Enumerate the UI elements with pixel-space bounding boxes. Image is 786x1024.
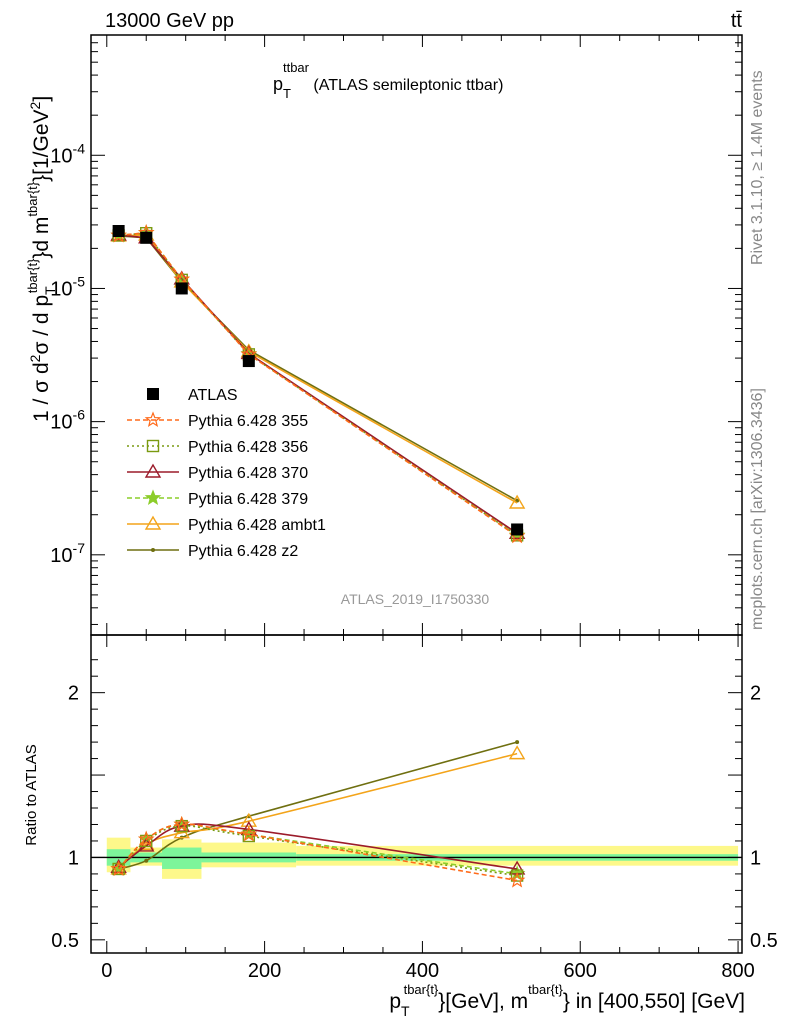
band-inner bbox=[162, 847, 202, 869]
title-sub: T bbox=[283, 86, 291, 101]
ratio-panel: 0 200 400 600 800 0.5 0.5 1 1 2 2 bbox=[51, 634, 778, 982]
ratio-point-p355 bbox=[508, 871, 526, 888]
main-panel: 10-710-610-510-4 bbox=[50, 34, 743, 636]
ratio-point-ambt1 bbox=[508, 745, 526, 760]
header-right: tt̄ bbox=[731, 10, 743, 32]
y-tick-label: 10-4 bbox=[50, 140, 85, 167]
ratio-y-axis-label: Ratio to ATLAS bbox=[23, 744, 40, 845]
ratio-y-tick-label-right: 2 bbox=[750, 683, 761, 705]
ratio-point-z2 bbox=[144, 858, 149, 863]
tick-base: 10 bbox=[50, 145, 72, 167]
ratio-y-tick-label-right: 1 bbox=[750, 847, 761, 869]
legend-label-p370: Pythia 6.428 370 bbox=[188, 465, 308, 482]
legend-label-data: ATLAS bbox=[188, 387, 238, 404]
ratio-line-p356 bbox=[118, 825, 518, 877]
legend-label-p355: Pythia 6.428 355 bbox=[188, 413, 308, 430]
legend-label-ambt1: Pythia 6.428 ambt1 bbox=[188, 517, 326, 534]
ratio-point-p355 bbox=[240, 825, 258, 842]
ratio-y-tick-label: 1 bbox=[68, 847, 79, 869]
ratio-y-tick-label: 0.5 bbox=[51, 930, 79, 952]
y-tick-label: 10-5 bbox=[50, 273, 85, 300]
series-line-p355 bbox=[118, 231, 518, 537]
legend-label-z2: Pythia 6.428 z2 bbox=[188, 543, 298, 560]
y-tick-label: 10-7 bbox=[50, 540, 85, 567]
ratio-point-p356 bbox=[175, 819, 188, 833]
legend-label-p379: Pythia 6.428 379 bbox=[188, 491, 308, 508]
ratio-frame bbox=[90, 634, 743, 954]
tick-base: 10 bbox=[50, 278, 72, 300]
point-data bbox=[511, 523, 524, 536]
title-sup: ttbar bbox=[283, 60, 310, 75]
mcplots-label: mcplots.cern.ch [arXiv:1306.3436] bbox=[749, 388, 766, 630]
x-tick-label: 400 bbox=[406, 960, 439, 982]
watermark: ATLAS_2019_I1750330 bbox=[341, 591, 490, 607]
x-tick-label: 200 bbox=[248, 960, 281, 982]
tick-base: 10 bbox=[50, 545, 72, 567]
ratio-point-p356 bbox=[510, 869, 524, 882]
legend-marker-p370 bbox=[144, 463, 162, 478]
ratio-point-z2 bbox=[515, 740, 520, 745]
point-data bbox=[140, 231, 153, 244]
ratio-line-p370 bbox=[118, 823, 518, 870]
ratio-y-tick-label-right: 0.5 bbox=[750, 930, 778, 952]
point-p355 bbox=[173, 270, 190, 287]
ratio-y-tick-label: 2 bbox=[68, 683, 79, 705]
x-tick-label: 600 bbox=[564, 960, 597, 982]
tick-exponent: -6 bbox=[73, 407, 86, 423]
point-ambt1 bbox=[508, 494, 526, 509]
ratio-line-ambt1 bbox=[118, 752, 518, 870]
legend-marker-ambt1 bbox=[144, 515, 162, 530]
tick-base: 10 bbox=[50, 412, 72, 434]
x-axis-label: pTtbar{t}}[GeV], mtbar{t}} in [400,550] … bbox=[389, 982, 745, 1019]
legend: ATLAS Pythia 6.428 355 Pythia 6.428 356 Pyt… bbox=[127, 387, 326, 560]
ratio-point-p355 bbox=[173, 815, 191, 832]
chart-title: pTttbar (ATLAS semileptonic ttbar) bbox=[273, 60, 503, 101]
ratio-point-p355 bbox=[110, 860, 127, 876]
main-y-axis-label: 1 / σ d2σ / d pTtbar{t}}d mtbar{t}}[1/Ge… bbox=[25, 96, 58, 422]
point-data bbox=[242, 355, 255, 368]
ratio-line-p355 bbox=[118, 823, 518, 882]
ratio-point-p356 bbox=[140, 834, 153, 848]
x-tick-label: 800 bbox=[721, 960, 754, 982]
point-data bbox=[175, 282, 188, 295]
legend-marker-data bbox=[147, 388, 159, 400]
legend-marker-p379 bbox=[144, 489, 162, 506]
series-line-p356 bbox=[118, 232, 518, 537]
tick-exponent: -5 bbox=[73, 273, 86, 289]
legend-marker-z2 bbox=[151, 548, 155, 552]
x-tick-label: 0 bbox=[101, 960, 112, 982]
title-main: p bbox=[273, 74, 283, 94]
point-data bbox=[112, 225, 125, 238]
tick-exponent: -7 bbox=[73, 540, 86, 556]
legend-label-p356: Pythia 6.428 356 bbox=[188, 439, 308, 456]
ratio-point-p355 bbox=[137, 830, 155, 847]
header-left: 13000 GeV pp bbox=[105, 10, 234, 32]
title-rest: (ATLAS semileptonic ttbar) bbox=[309, 77, 503, 94]
rivet-label: Rivet 3.1.10, ≥ 1.4M events bbox=[749, 70, 766, 265]
y-tick-label: 10-6 bbox=[50, 407, 85, 434]
legend-marker-p355 bbox=[144, 411, 162, 428]
tick-exponent: -4 bbox=[73, 140, 86, 156]
legend-marker-p356 bbox=[146, 439, 160, 453]
